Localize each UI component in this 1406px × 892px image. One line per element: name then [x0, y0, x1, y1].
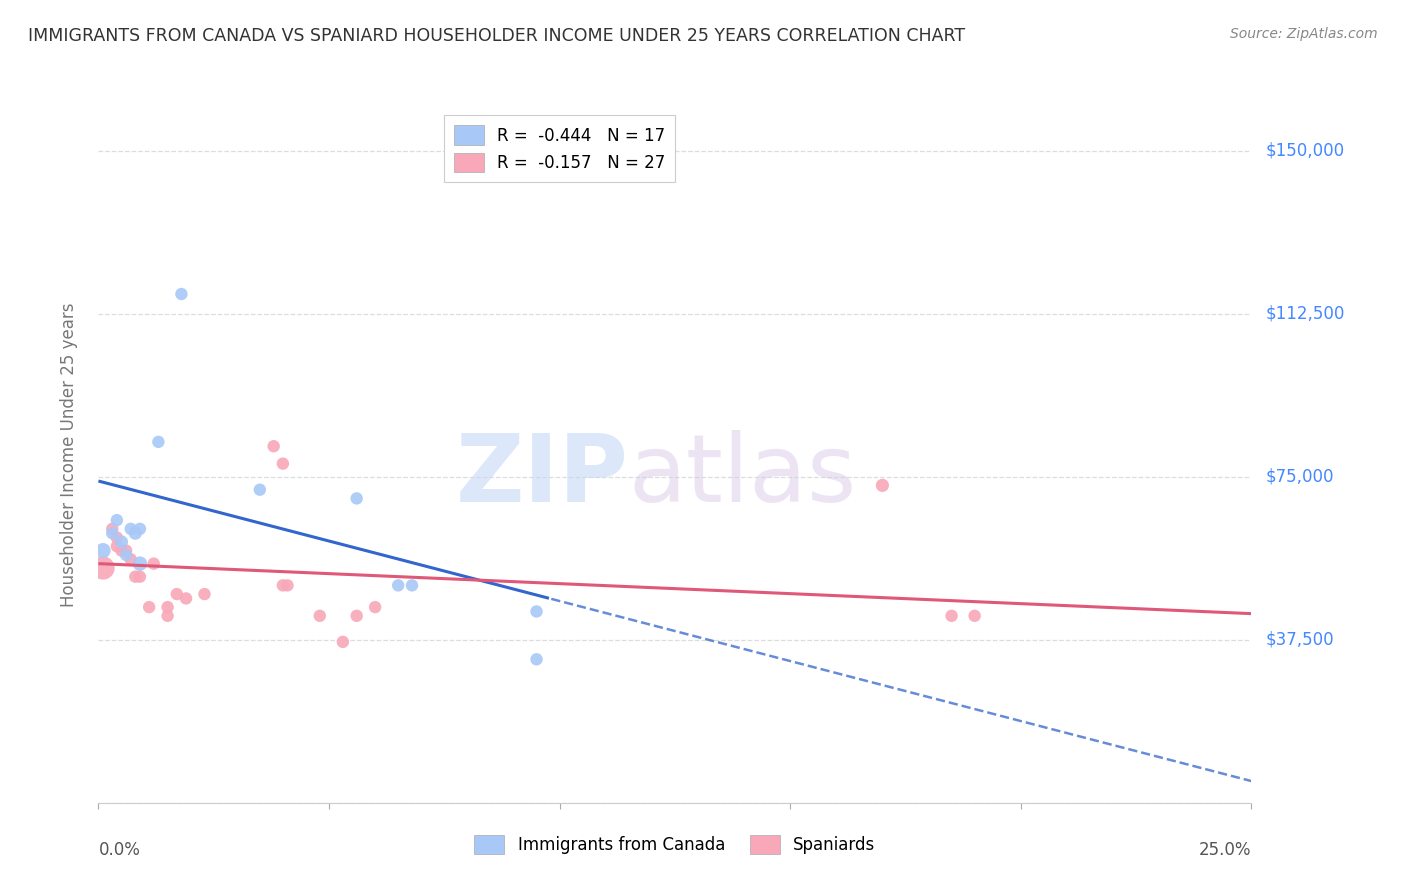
Point — [156, 608, 179, 623]
Point — [941, 608, 963, 623]
Text: ZIP: ZIP — [456, 430, 628, 522]
Point — [174, 591, 197, 606]
Point — [332, 635, 354, 649]
Point — [138, 600, 160, 615]
Y-axis label: Householder Income Under 25 years: Householder Income Under 25 years — [59, 302, 77, 607]
Point — [346, 491, 368, 506]
Point — [263, 439, 285, 453]
Point — [271, 457, 294, 471]
Text: atlas: atlas — [628, 430, 858, 522]
Text: $150,000: $150,000 — [1265, 142, 1344, 160]
Point — [105, 539, 128, 553]
Point — [872, 478, 894, 492]
Point — [166, 587, 188, 601]
Point — [142, 557, 165, 571]
Point — [129, 570, 152, 584]
Text: Source: ZipAtlas.com: Source: ZipAtlas.com — [1230, 27, 1378, 41]
Point — [271, 578, 294, 592]
Text: $37,500: $37,500 — [1265, 631, 1334, 648]
Point — [364, 600, 387, 615]
Point — [129, 557, 152, 571]
Point — [249, 483, 271, 497]
Text: $75,000: $75,000 — [1265, 467, 1334, 485]
Point — [526, 605, 548, 619]
Point — [129, 522, 152, 536]
Text: $112,500: $112,500 — [1265, 304, 1344, 323]
Point — [387, 578, 409, 592]
Point — [101, 522, 124, 536]
Text: 0.0%: 0.0% — [98, 841, 141, 859]
Point — [101, 526, 124, 541]
Point — [346, 608, 368, 623]
Point — [120, 522, 142, 536]
Point — [115, 548, 138, 562]
Point — [91, 543, 114, 558]
Point — [105, 531, 128, 545]
Point — [105, 513, 128, 527]
Point — [115, 543, 138, 558]
Text: IMMIGRANTS FROM CANADA VS SPANIARD HOUSEHOLDER INCOME UNDER 25 YEARS CORRELATION: IMMIGRANTS FROM CANADA VS SPANIARD HOUSE… — [28, 27, 966, 45]
Point — [148, 434, 170, 449]
Point — [124, 570, 146, 584]
Point — [401, 578, 423, 592]
Point — [124, 526, 146, 541]
Point — [963, 608, 986, 623]
Point — [193, 587, 215, 601]
Point — [276, 578, 298, 592]
Point — [110, 535, 132, 549]
Point — [308, 608, 330, 623]
Legend: Immigrants from Canada, Spaniards: Immigrants from Canada, Spaniards — [464, 825, 886, 864]
Point — [156, 600, 179, 615]
Point — [120, 552, 142, 566]
Text: 25.0%: 25.0% — [1199, 841, 1251, 859]
Point — [526, 652, 548, 666]
Point — [91, 561, 114, 575]
Point — [170, 287, 193, 301]
Point — [110, 543, 132, 558]
